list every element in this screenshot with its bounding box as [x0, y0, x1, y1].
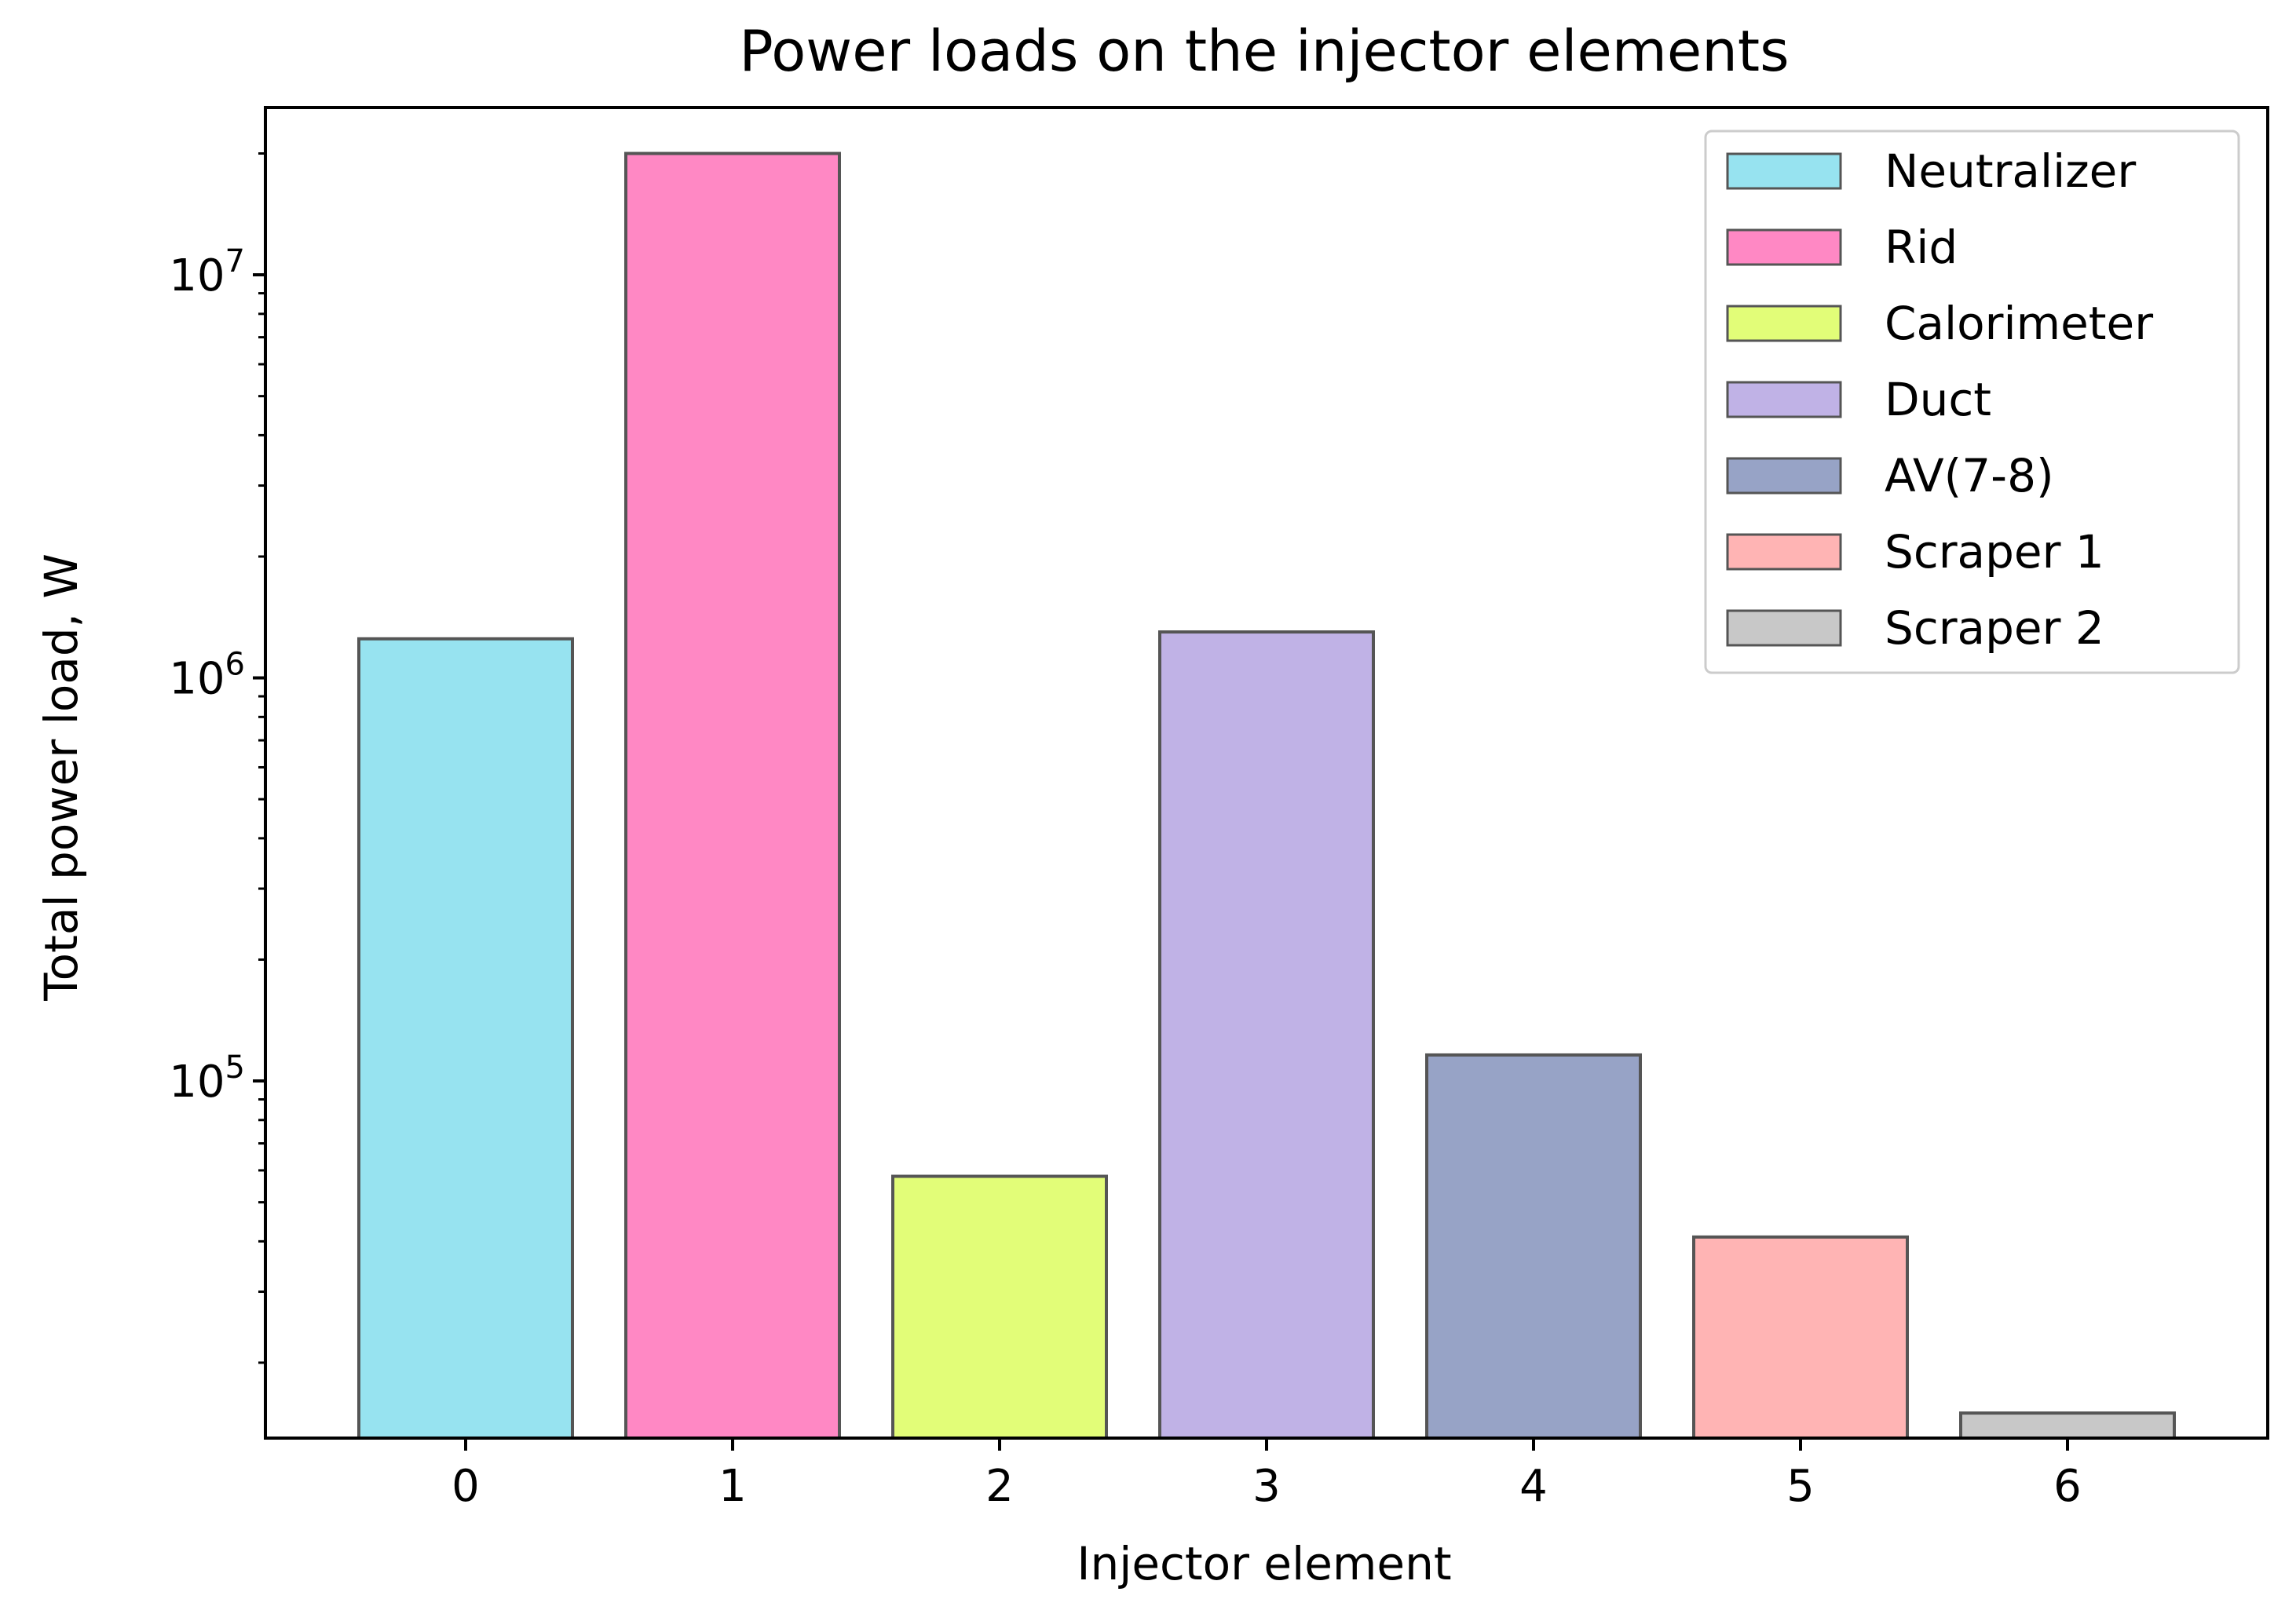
x-axis-ticks: 0 1 2 3 4 5 6 [452, 1438, 2082, 1512]
x-tick-label: 0 [452, 1461, 480, 1512]
legend-swatch [1726, 457, 1842, 495]
bar-av-7-8 [1425, 1053, 1642, 1440]
chart-title: Power loads on the injector elements [739, 18, 1789, 84]
bar-scraper-1 [1692, 1235, 1909, 1440]
legend-swatch [1726, 228, 1842, 266]
plot-frame [264, 106, 2269, 1440]
bar-scraper-2 [1959, 1411, 2176, 1440]
legend-label: Duct [1885, 373, 1991, 426]
bar-rid [624, 152, 841, 1440]
y-tick-label: 107 [169, 243, 245, 301]
legend-swatch [1726, 305, 1842, 342]
y-tick-label: 106 [169, 647, 245, 705]
bar-duct [1158, 630, 1375, 1440]
legend-swatch [1726, 609, 1842, 647]
x-tick-label: 6 [2053, 1461, 2082, 1512]
x-tick-label: 2 [985, 1461, 1014, 1512]
legend-items: Neutralizer Rid Calorimeter Duct AV(7-8) Scra… [1726, 144, 2153, 655]
bar-group [357, 152, 2176, 1440]
x-tick-label: 4 [1519, 1461, 1548, 1512]
legend-label: Scraper 1 [1885, 525, 2104, 579]
x-axis-label: Injector element [1077, 1537, 1451, 1590]
legend-swatch [1726, 152, 1842, 190]
legend: Neutralizer Rid Calorimeter Duct AV(7-8) Scra… [1704, 130, 2240, 674]
y-axis-ticks: 105 106 107 [169, 152, 265, 1364]
y-tick-label: 105 [169, 1050, 245, 1108]
bar-neutralizer [357, 637, 574, 1440]
bar-calorimeter [891, 1174, 1108, 1440]
y-axis-label: Total power load, W [35, 553, 88, 1002]
legend-swatch [1726, 533, 1842, 571]
x-tick-label: 1 [718, 1461, 747, 1512]
x-tick-label: 5 [1786, 1461, 1815, 1512]
legend-label: Scraper 2 [1885, 601, 2104, 655]
x-tick-label: 3 [1252, 1461, 1281, 1512]
legend-label: Neutralizer [1885, 144, 2136, 198]
legend-label: AV(7-8) [1885, 449, 2054, 502]
legend-label: Rid [1885, 221, 1958, 274]
legend-swatch [1726, 381, 1842, 418]
legend-label: Calorimeter [1885, 297, 2153, 350]
